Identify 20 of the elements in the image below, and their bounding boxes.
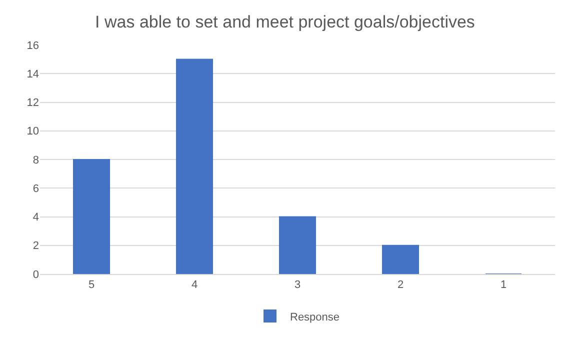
bar: [176, 58, 214, 274]
y-tick-label: 0: [32, 268, 39, 281]
y-tick-label: 6: [32, 182, 39, 195]
x-tick-label: 2: [397, 279, 404, 292]
y-tick-label: 10: [26, 126, 39, 138]
x-tick-label: 4: [191, 279, 198, 292]
y-tick-label: 8: [32, 154, 39, 166]
y-tick-label: 2: [32, 240, 39, 252]
bar: [278, 216, 316, 274]
y-tick-label: 4: [32, 212, 39, 224]
y-tick-label: 12: [26, 97, 39, 110]
chart-title: I was able to set and meet project goals/objectives: [95, 12, 475, 32]
y-tick-label: 14: [26, 68, 39, 80]
x-tick-label: 3: [294, 279, 301, 292]
legend-label: Response: [290, 311, 340, 324]
x-tick-label: 5: [88, 279, 95, 292]
bar: [382, 244, 420, 274]
y-tick-label: 16: [26, 40, 39, 52]
bar: [72, 159, 110, 274]
x-tick-label: 1: [500, 279, 507, 292]
